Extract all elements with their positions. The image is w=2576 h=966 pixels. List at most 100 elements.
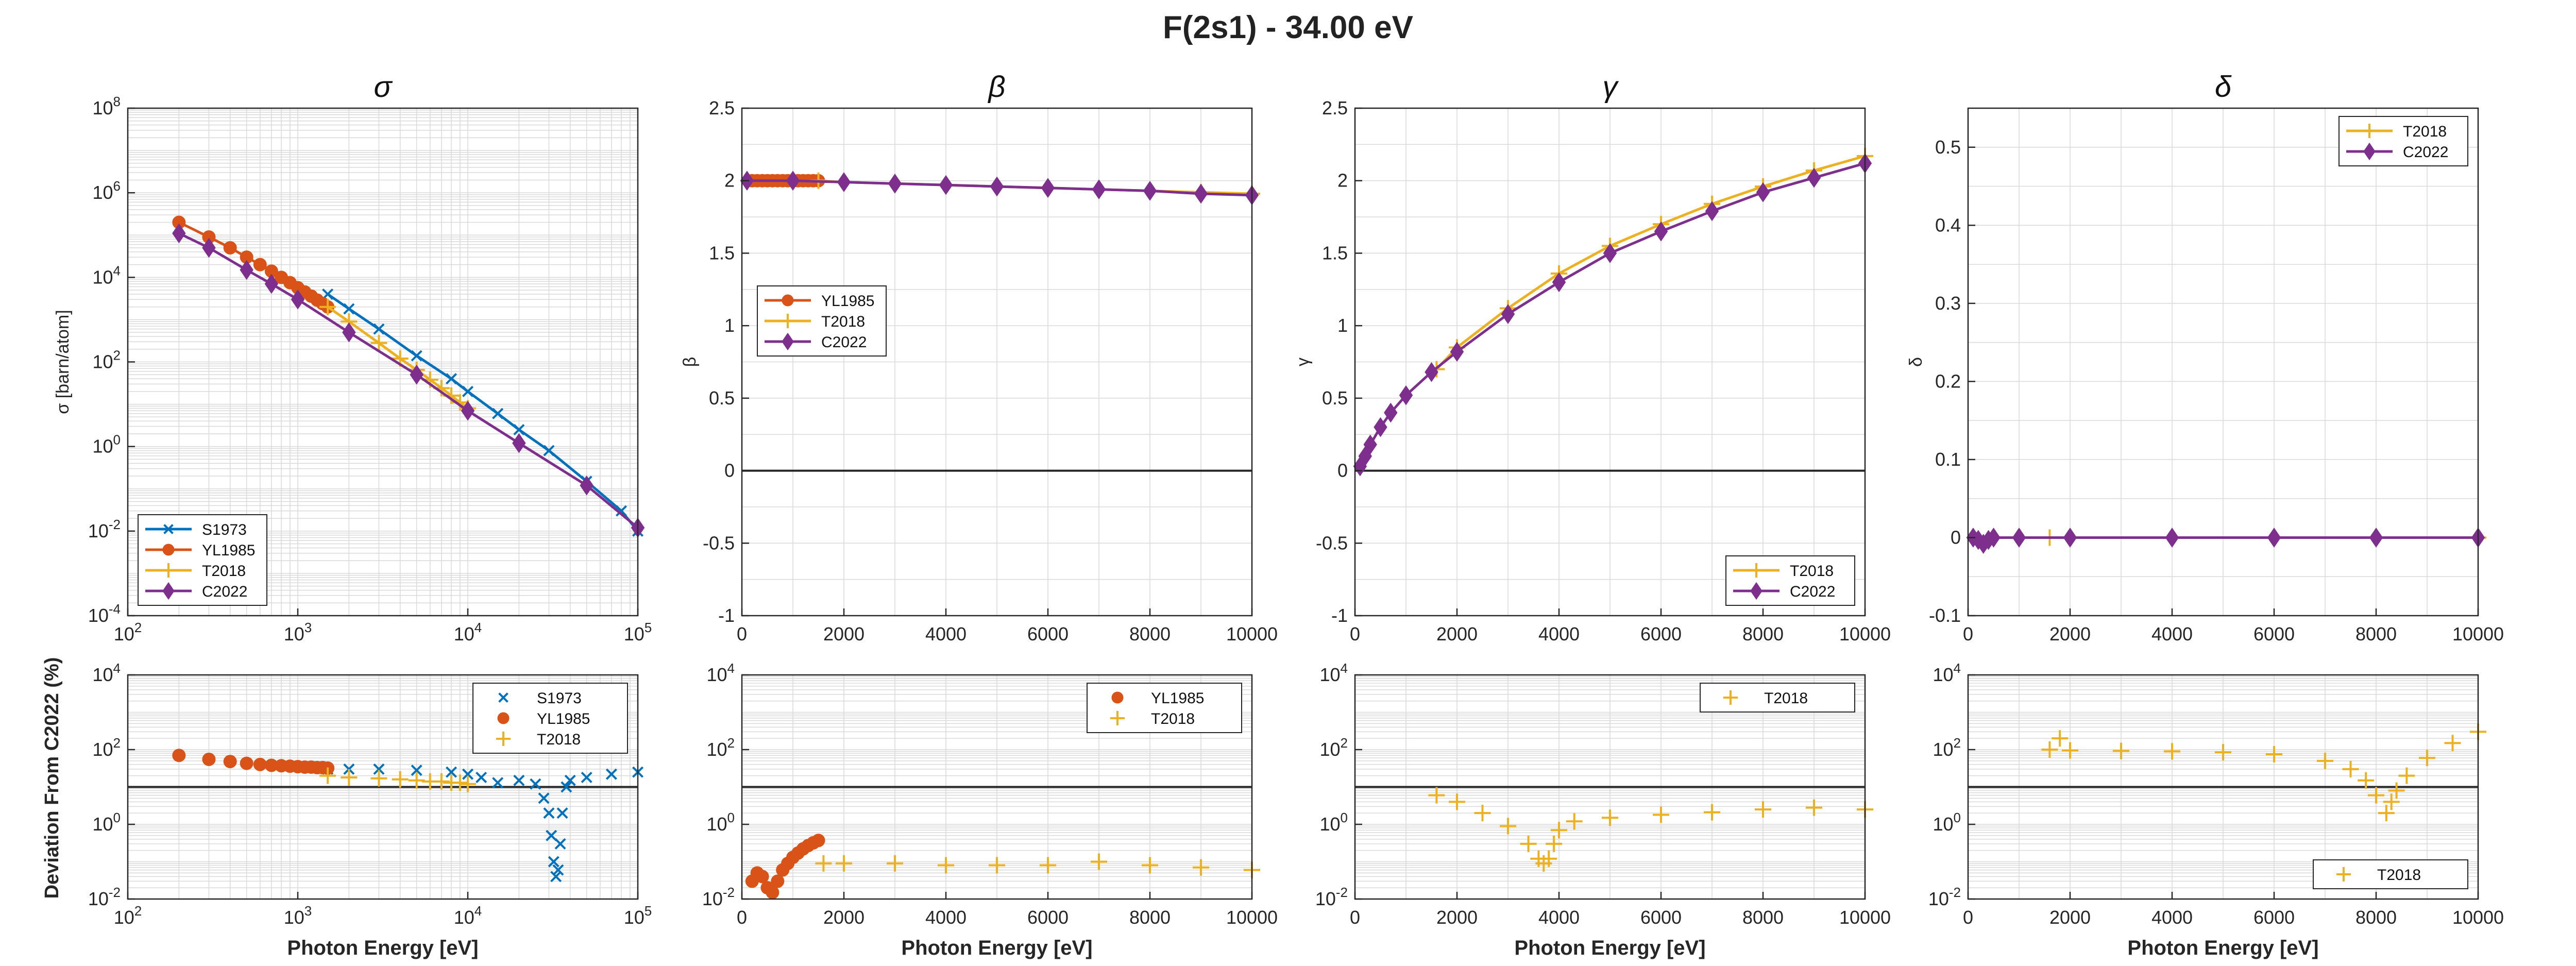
x-tick-label: 10000 <box>1226 623 1278 645</box>
y-tick-label: 108 <box>92 94 121 118</box>
data-point <box>766 886 779 900</box>
data-point <box>462 385 474 397</box>
data-point <box>462 768 474 780</box>
x-tick-label: 2000 <box>823 623 865 645</box>
data-point <box>1449 793 1465 810</box>
legend-marker <box>162 582 175 600</box>
legend-label: C2022 <box>821 334 867 351</box>
data-point <box>887 855 903 872</box>
legend-marker <box>162 544 175 556</box>
series-line <box>1435 155 1866 370</box>
legend: YL1985 T2018 <box>1087 683 1242 733</box>
x-tick-label: 105 <box>624 903 652 928</box>
legend-marker <box>2362 124 2377 138</box>
axes-frame <box>741 674 1253 900</box>
x-tick-label: 8000 <box>1742 623 1784 645</box>
x-tick-label: 4000 <box>925 907 967 928</box>
data-point <box>989 857 1005 874</box>
data-point <box>561 781 572 793</box>
data-point <box>513 423 525 436</box>
legend-label: T2018 <box>2403 123 2447 140</box>
legend-item: YL1985 <box>765 293 874 310</box>
y-tick-label: 0.5 <box>709 387 735 409</box>
data-point <box>2383 793 2400 810</box>
y-tick-label: 1 <box>1337 315 1348 336</box>
x-axis-label: Photon Energy [eV] <box>2127 937 2318 959</box>
data-point <box>1704 804 1720 821</box>
y-tick-label: 2.5 <box>1322 97 1348 118</box>
data-point <box>202 752 216 766</box>
legend-marker <box>1111 691 1124 704</box>
legend-marker <box>497 712 510 724</box>
data-point <box>433 773 450 790</box>
x-tick-label: 102 <box>114 903 142 928</box>
data-point <box>771 874 785 888</box>
data-point <box>1399 385 1413 405</box>
x-tick-label: 0 <box>1350 623 1360 645</box>
y-tick-label: -0.1 <box>1929 605 1961 626</box>
legend-item: T2018 <box>2336 867 2421 884</box>
data-point <box>240 756 253 770</box>
panel-delta-dev: 0 2000 4000 6000 8000 10000 10-2 100 102 104 Photo… <box>1928 660 2504 959</box>
legend: S1973 YL1985 T2018 <box>472 683 628 754</box>
x-tick-label: 2000 <box>2049 907 2091 928</box>
data-point <box>411 350 422 362</box>
y-tick-label: 2.5 <box>709 97 735 118</box>
panel-sigma-dev: 102 103 104 105 10-2 100 102 104 Deviation From … <box>41 657 652 959</box>
data-point <box>373 763 385 775</box>
data-point <box>410 364 423 385</box>
legend-label: YL1985 <box>1151 690 1204 707</box>
legend-marker <box>2336 867 2351 882</box>
data-point <box>1358 446 1372 466</box>
series-S1973 <box>322 763 644 883</box>
x-tick-label: 10000 <box>1839 623 1891 645</box>
y-tick-label: 102 <box>706 735 735 760</box>
x-axis-label: Photon Energy [eV] <box>1514 937 1705 959</box>
legend-marker <box>1749 563 1764 578</box>
data-point <box>552 864 564 876</box>
legend-label: S1973 <box>537 690 582 707</box>
data-point <box>1551 822 1567 839</box>
legend-item: C2022 <box>1733 582 1835 600</box>
series-T2018 <box>1428 787 1873 872</box>
data-point <box>240 260 253 280</box>
data-point <box>837 172 851 192</box>
data-point <box>1603 243 1617 263</box>
y-tick-label: 104 <box>1319 660 1348 685</box>
data-point <box>1654 221 1668 242</box>
data-point <box>451 774 468 791</box>
x-tick-label: 10000 <box>1839 907 1891 928</box>
data-point <box>811 834 825 848</box>
legend-label: T2018 <box>202 563 246 580</box>
legend-item: T2018 <box>765 313 865 330</box>
data-point <box>2342 760 2359 777</box>
y-axis-label: β <box>680 357 700 367</box>
data-point <box>755 870 769 884</box>
panel-sigma: 102 103 104 105 10-4 10-2 100 102 104 106 108 σ σ [b… <box>53 70 652 645</box>
data-point <box>512 433 526 453</box>
y-tick-label: 106 <box>92 178 121 203</box>
data-point <box>605 768 617 780</box>
data-point <box>446 766 457 778</box>
legend-label: T2018 <box>1790 563 1834 580</box>
axes-frame <box>1354 107 1866 617</box>
y-tick-label: 102 <box>92 735 121 760</box>
data-point <box>1987 528 2001 548</box>
data-point <box>2378 805 2395 822</box>
x-tick-label: 8000 <box>2355 623 2397 645</box>
data-point <box>408 772 425 789</box>
legend-label: YL1985 <box>202 542 255 559</box>
y-tick-label: -1 <box>1331 605 1348 626</box>
data-point <box>253 757 267 771</box>
y-tick-label: -1 <box>718 605 735 626</box>
x-tick-label: 0 <box>1350 907 1360 928</box>
data-point <box>1040 857 1056 874</box>
legend-label: YL1985 <box>537 710 590 727</box>
legend-label: T2018 <box>537 731 581 748</box>
x-tick-label: 6000 <box>2253 623 2295 645</box>
y-tick-label: 10-2 <box>88 517 121 541</box>
legend-box <box>1087 683 1242 733</box>
data-point <box>530 778 541 790</box>
data-point <box>888 173 902 194</box>
y-axis-label: δ <box>1906 357 1926 367</box>
